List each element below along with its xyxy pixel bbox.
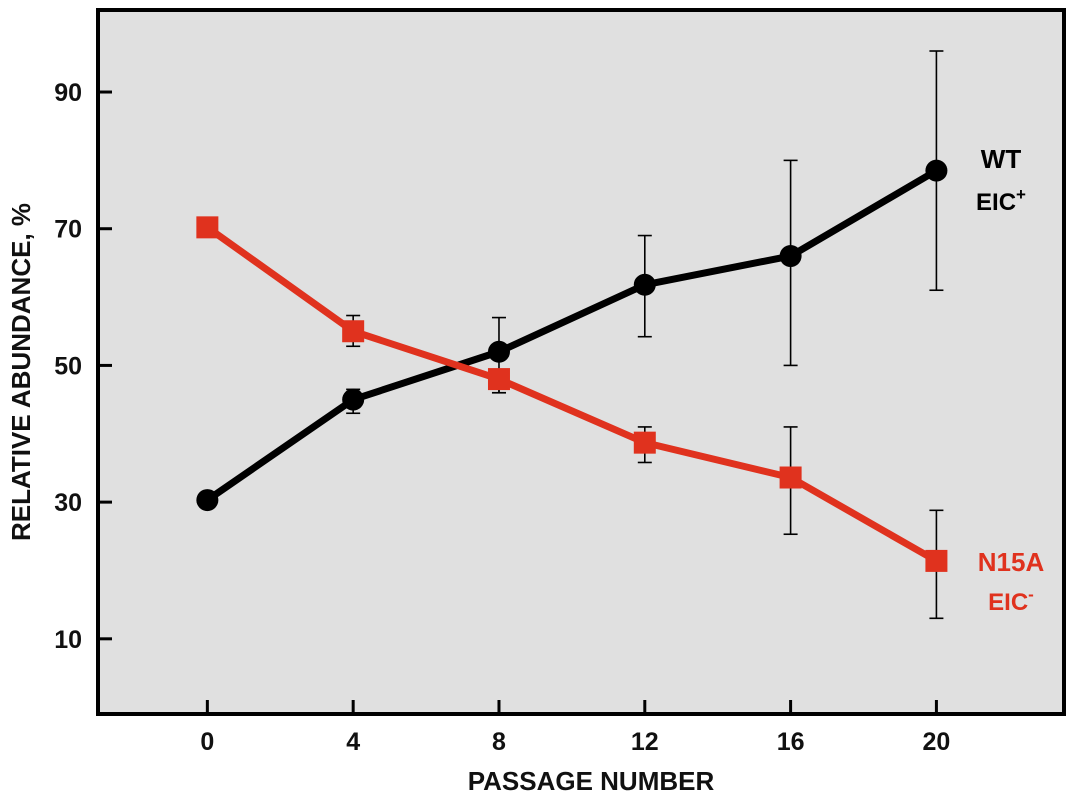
wt-point [779,245,802,268]
n15a-superscript: - [1028,585,1034,604]
x-tick-label: 20 [923,728,951,756]
wt-series-name: WT [981,144,1022,174]
n15a-point [196,216,219,239]
y-tick-label: 50 [54,352,82,380]
n15a-point [925,549,948,572]
n15a-series-name: N15A [978,547,1045,577]
wt-point [487,340,510,363]
y-tick-label: 30 [54,489,82,517]
wt-series-line [205,167,939,503]
wt-point [196,489,219,512]
y-tick-label: 10 [54,626,82,654]
n15a-eic-text: EIC [988,589,1028,616]
n15a-point [633,431,656,454]
x-tick-label: 8 [492,728,506,756]
n15a-series-subtitle: EIC- [988,585,1034,616]
plot-frame [96,8,1066,716]
wt-point [342,388,365,411]
wt-series-label: WT EIC+ [976,144,1026,216]
y-tick-label: 90 [54,79,82,107]
wt-point [925,159,948,182]
x-axis-title: PASSAGE NUMBER [468,766,715,796]
x-tick-label: 12 [631,728,659,756]
n15a-point [779,466,802,489]
x-tick-label: 0 [200,728,214,756]
wt-point [633,273,656,296]
wt-eic-text: EIC [976,189,1016,216]
n15a-point [487,368,510,391]
wt-superscript: + [1016,185,1026,204]
markers [196,159,948,572]
n15a-series-label: N15A EIC- [978,547,1045,616]
x-tick-label: 4 [346,728,360,756]
n15a-point [342,320,365,343]
x-tick-label: 16 [777,728,805,756]
series-lines [205,167,939,564]
y-tick-label: 70 [54,216,82,244]
plot-area [98,10,1064,714]
x-ticks: 0 4 8 12 16 20 [200,700,950,756]
y-ticks: 10 30 50 70 90 [54,79,112,654]
n15a-series-line [205,224,939,564]
wt-series-subtitle: EIC+ [976,185,1026,216]
y-axis-title: RELATIVE ABUNDANCE, % [6,203,36,541]
